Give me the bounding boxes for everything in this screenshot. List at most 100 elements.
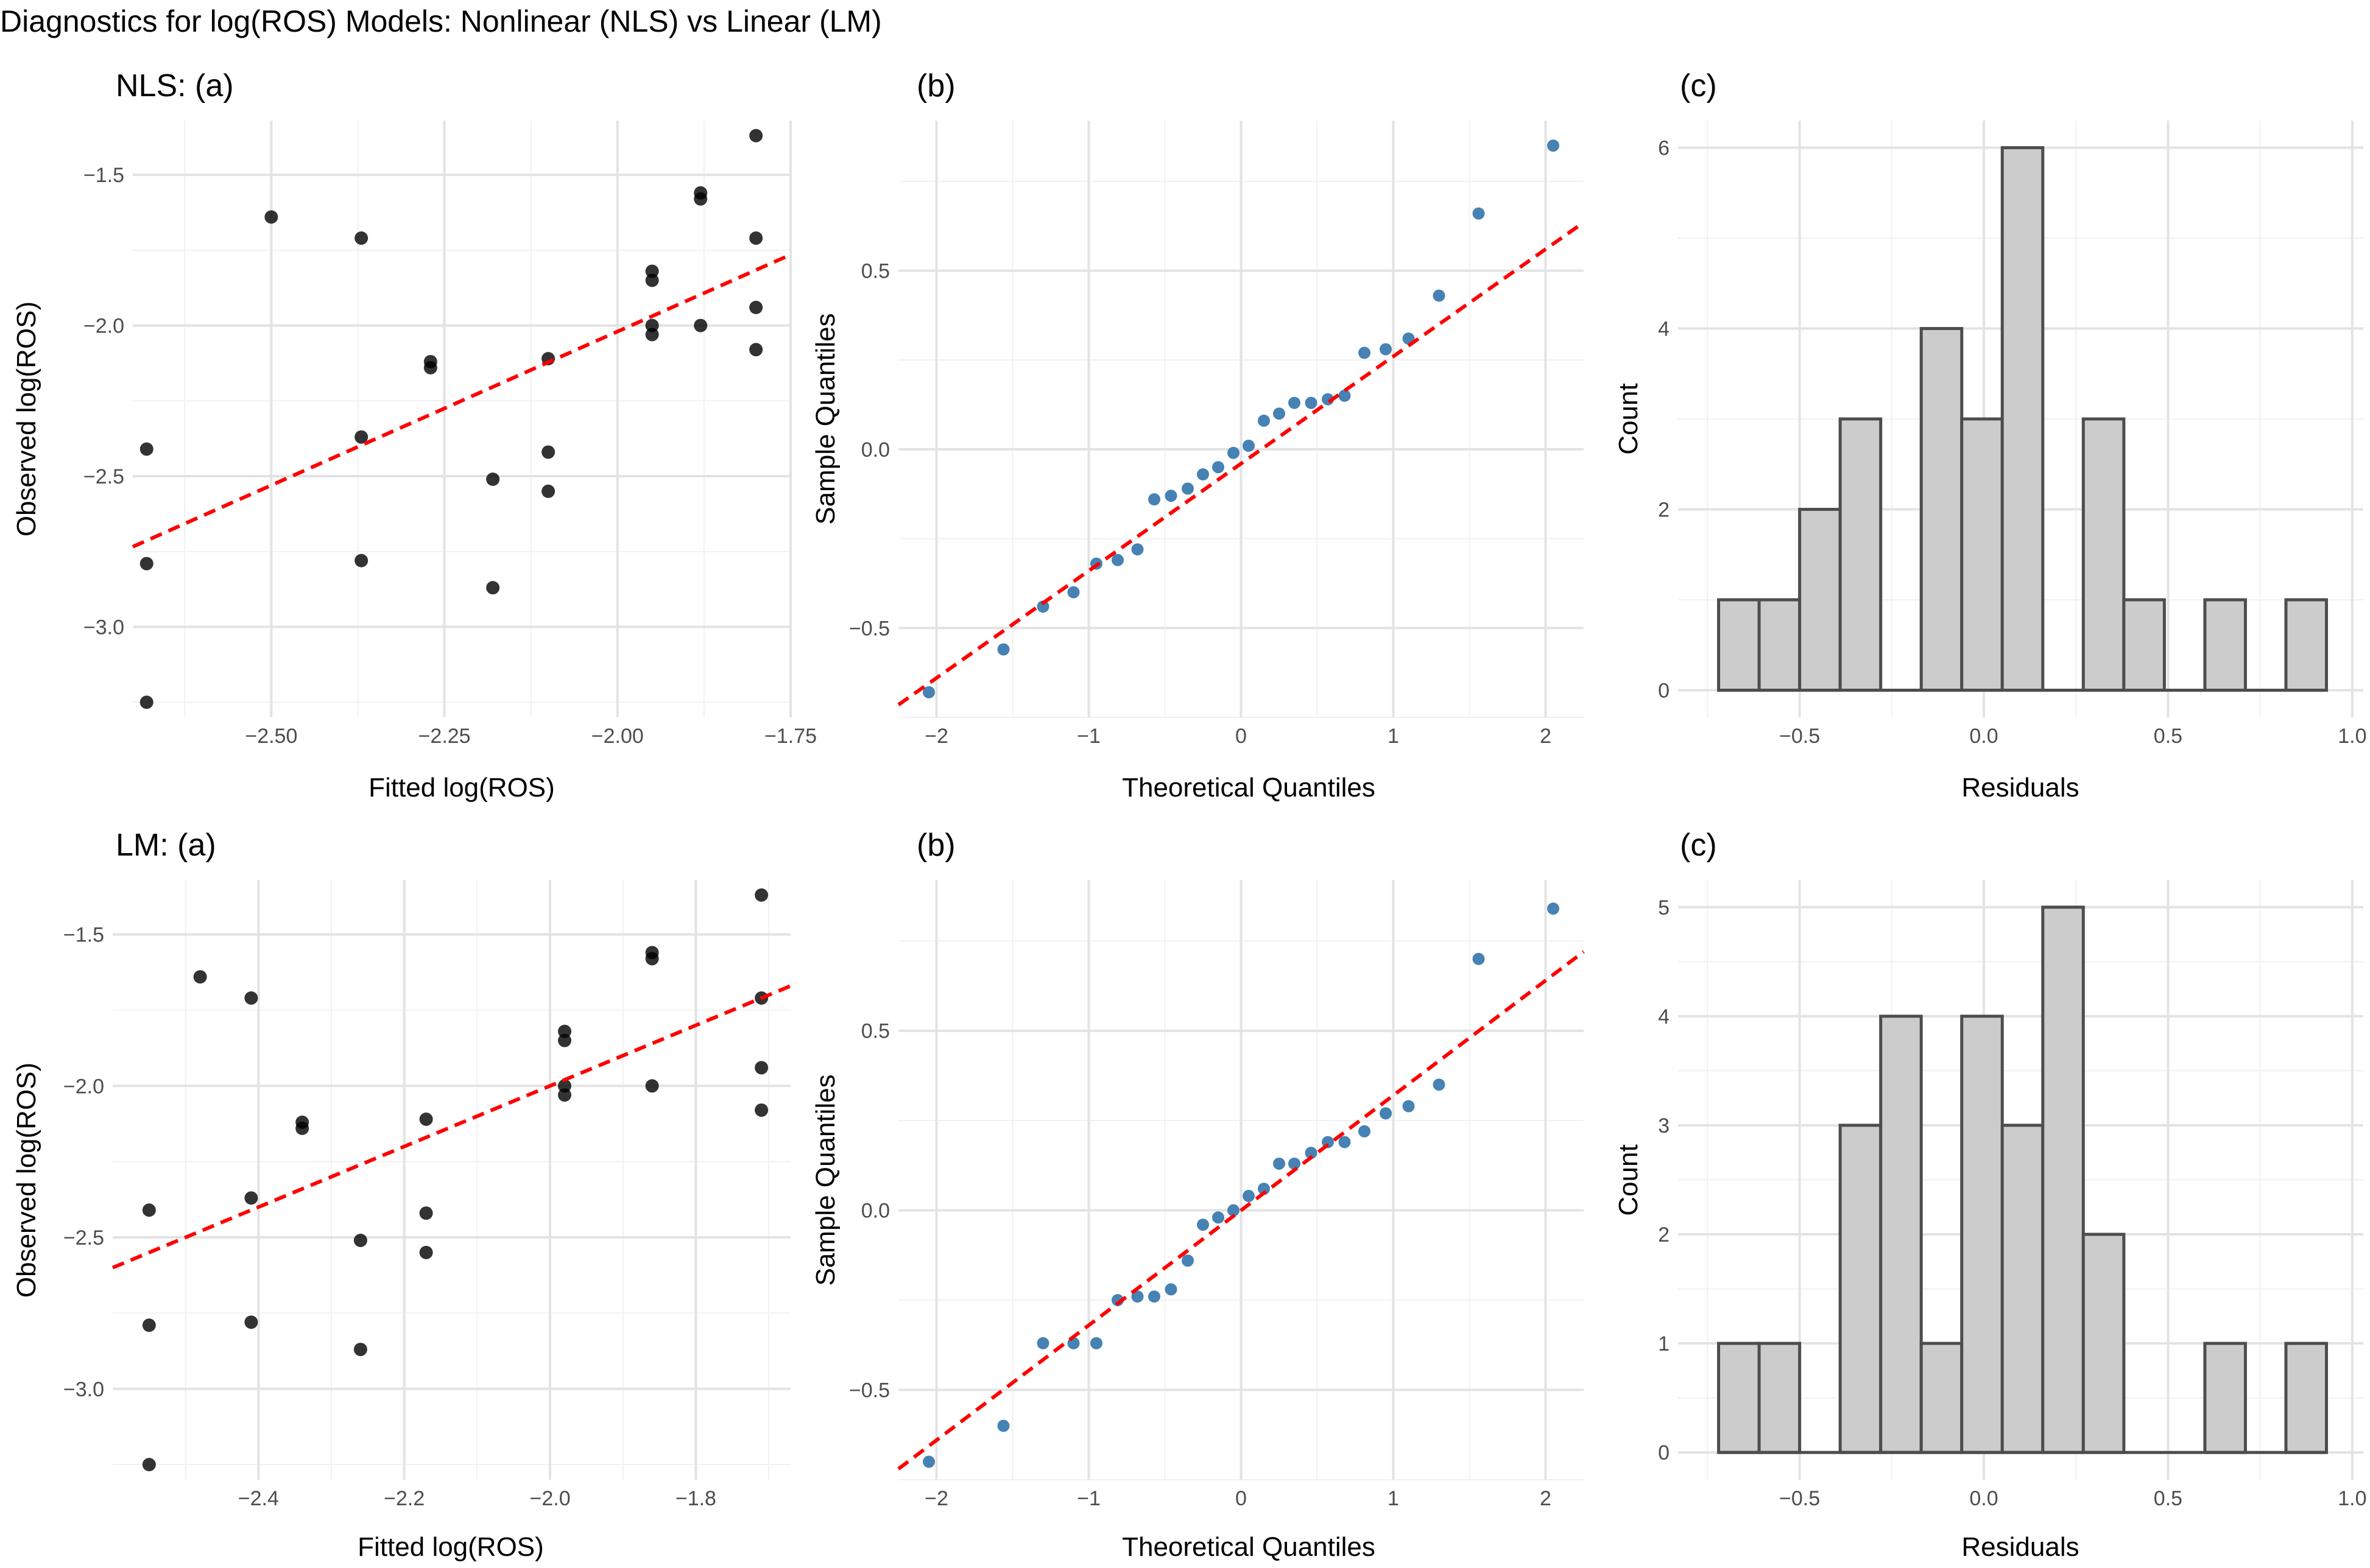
x-tick-label: −2.50	[245, 725, 297, 748]
histogram-bar	[1960, 417, 2004, 692]
x-tick-label: 0.5	[2154, 1487, 2182, 1510]
x-tick-label: 1.0	[2338, 1487, 2366, 1510]
data-point	[139, 695, 153, 709]
x-tick-label: 0.0	[1969, 1487, 1998, 1510]
histogram-bar	[2000, 146, 2045, 692]
panel-lm-b: −2 −1 0 1 2 −0.5 0.0 0.5 (b) Theoretical Quanti…	[811, 828, 1585, 1562]
x-tick-label: 2	[1540, 1487, 1551, 1510]
y-axis-title: Count	[1614, 383, 1643, 454]
histogram-bar	[2284, 598, 2329, 692]
x-tick-label: 2	[1540, 725, 1551, 748]
x-tick-label: 1.0	[2338, 725, 2366, 748]
y-axis-title: Observed log(ROS)	[12, 1063, 41, 1298]
y-tick-label: −1.5	[63, 924, 104, 947]
data-point	[353, 1233, 367, 1247]
histogram-bar	[1717, 598, 1761, 692]
data-point	[142, 1318, 156, 1332]
x-axis-title: Fitted log(ROS)	[369, 773, 555, 803]
panel-title: NLS: (a)	[116, 68, 234, 104]
data-point	[755, 1061, 769, 1075]
data-point	[749, 300, 763, 314]
x-tick-label: 1	[1388, 1487, 1399, 1510]
y-tick-label: −2.0	[83, 315, 124, 338]
panel-nls-a: −2.50 −2.25 −2.00 −1.75 −3.0 −2.5 −2.0 −1.5 NLS…	[12, 68, 817, 803]
x-axis-title: Residuals	[1961, 773, 2079, 803]
data-point	[244, 991, 258, 1005]
data-point	[1182, 482, 1194, 495]
y-tick-label: −2.0	[63, 1075, 104, 1098]
x-tick-label: −1.75	[764, 725, 817, 748]
histogram-bar	[2000, 1123, 2045, 1454]
data-point	[1148, 1290, 1160, 1303]
data-point	[749, 343, 763, 357]
y-tick-label: −2.5	[83, 465, 124, 488]
y-tick-label: 3	[1658, 1114, 1670, 1137]
plot-area: −0.5 0.0 0.5 1.0 0 2 4 6	[1658, 121, 2366, 748]
plot-area: −0.5 0.0 0.5 1.0 0 1 2 3 4 5	[1658, 880, 2366, 1510]
x-tick-label: −2.2	[384, 1487, 425, 1510]
histogram-bar	[1919, 1341, 1964, 1454]
data-point	[1165, 1283, 1177, 1296]
data-point	[1148, 493, 1160, 506]
data-point	[244, 1315, 258, 1329]
x-axis-title: Fitted log(ROS)	[358, 1532, 544, 1562]
data-point	[1037, 600, 1049, 613]
reference-line	[897, 950, 1585, 1471]
data-point	[1197, 1218, 1209, 1231]
y-tick-label: 2	[1658, 1223, 1670, 1246]
data-point	[1547, 902, 1559, 915]
data-point	[354, 554, 369, 568]
data-point	[1067, 586, 1080, 599]
x-tick-label: −0.5	[1779, 1487, 1820, 1510]
data-point	[354, 231, 369, 245]
data-point	[923, 1455, 935, 1468]
plot-area: −2.50 −2.25 −2.00 −1.75 −3.0 −2.5 −2.0 −1.5	[83, 121, 817, 748]
data-point	[193, 970, 207, 984]
data-point	[1305, 396, 1317, 409]
histogram-bar	[1960, 1014, 2004, 1454]
data-point	[1380, 343, 1392, 356]
y-tick-label: 4	[1658, 318, 1670, 341]
data-point	[264, 210, 278, 224]
panel-title: (c)	[1680, 828, 1717, 863]
x-tick-label: −2	[925, 1487, 948, 1510]
figure-title: Diagnostics for log(ROS) Models: Nonline…	[0, 4, 882, 38]
reference-line	[111, 984, 792, 1270]
data-point	[1090, 1337, 1102, 1349]
y-tick-label: 0	[1658, 679, 1670, 702]
histogram-bar	[1757, 1341, 1802, 1454]
histogram-bar	[1838, 417, 1883, 692]
data-point	[1131, 1290, 1144, 1303]
data-point	[139, 557, 153, 571]
histogram-bar	[2203, 598, 2247, 692]
panel-title: (b)	[917, 68, 956, 104]
x-tick-label: −1	[1077, 1487, 1101, 1510]
data-point	[645, 328, 659, 342]
y-tick-label: −0.5	[849, 1379, 890, 1402]
plot-area: −2 −1 0 1 2 −0.5 0.0 0.5	[849, 880, 1585, 1510]
x-tick-label: 0.5	[2154, 725, 2182, 748]
data-point	[558, 1088, 571, 1102]
reference-line	[132, 253, 792, 549]
x-tick-label: −2	[925, 725, 948, 748]
data-point	[749, 231, 763, 245]
data-point	[1131, 543, 1144, 556]
data-point	[139, 442, 153, 456]
panel-title: (b)	[917, 828, 956, 863]
data-point	[486, 472, 500, 486]
data-point	[1288, 1157, 1300, 1170]
plot-area: −2 −1 0 1 2 −0.5 0.0 0.5	[849, 121, 1585, 748]
y-axis-title: Sample Quantiles	[811, 1074, 841, 1285]
data-point	[419, 1113, 433, 1127]
data-point	[1227, 446, 1240, 459]
data-point	[1212, 1211, 1224, 1224]
data-point	[486, 581, 500, 595]
y-tick-label: 0.0	[861, 438, 890, 462]
data-point	[1273, 407, 1285, 420]
data-point	[295, 1121, 309, 1135]
histogram-bar	[2041, 905, 2085, 1454]
data-point	[1037, 1337, 1049, 1349]
y-tick-label: 6	[1658, 137, 1670, 160]
reference-line	[897, 220, 1585, 706]
data-point	[755, 1103, 769, 1117]
